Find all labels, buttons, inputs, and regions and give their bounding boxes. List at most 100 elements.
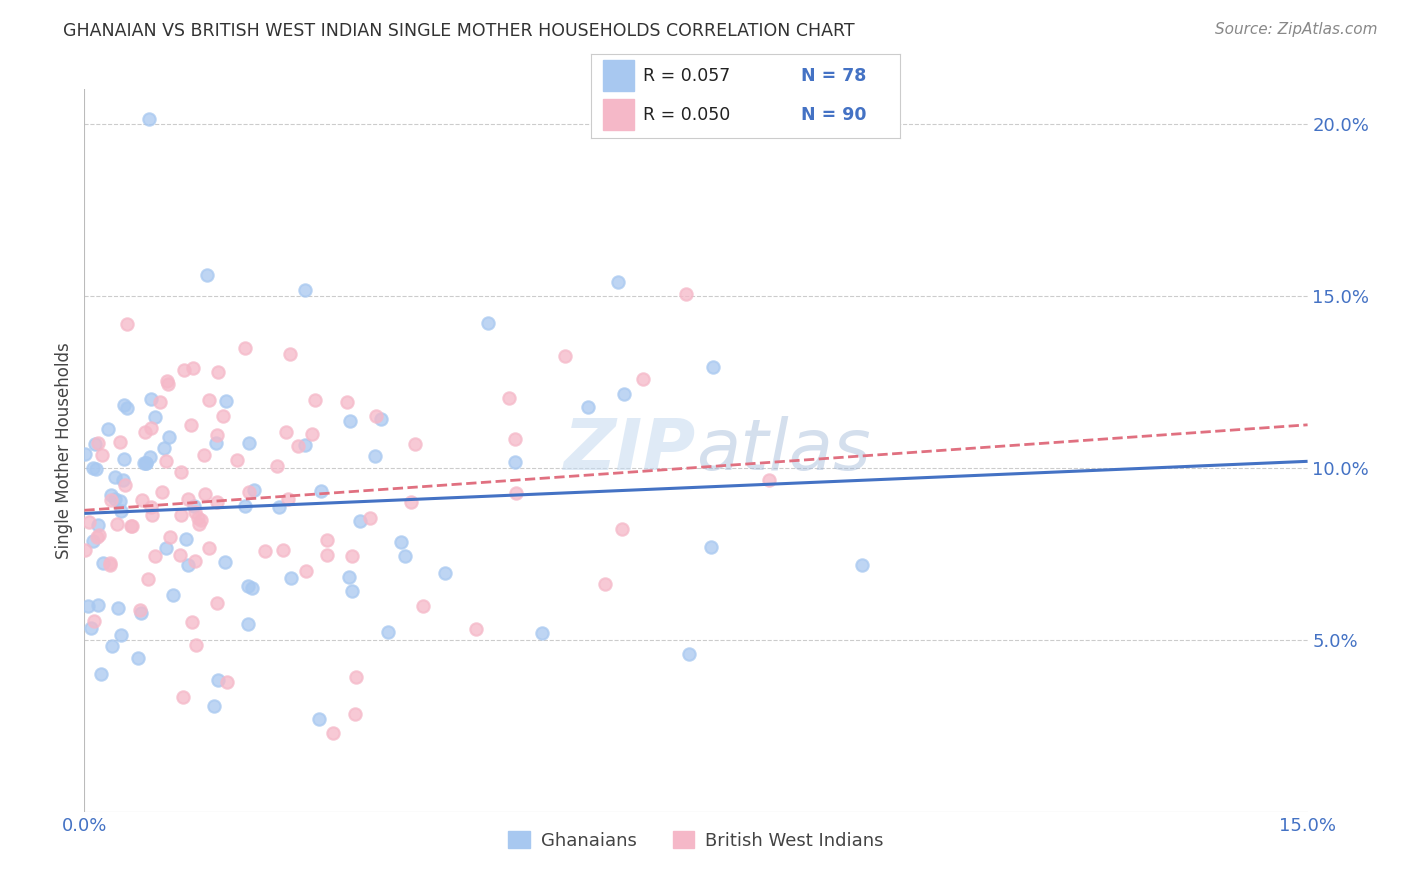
Point — [215, 674, 238, 689]
Point — [612, 522, 634, 536]
Point — [359, 510, 381, 524]
Point — [366, 409, 388, 423]
Point — [304, 392, 326, 407]
Point — [294, 438, 316, 452]
Point — [138, 112, 160, 126]
Point — [75, 447, 97, 461]
Point — [212, 409, 235, 423]
Point — [308, 712, 330, 726]
Point — [343, 706, 366, 721]
Point — [159, 530, 181, 544]
Point — [174, 532, 197, 546]
Point — [139, 500, 162, 515]
Point — [186, 511, 208, 525]
Point — [243, 483, 266, 497]
Point — [139, 421, 162, 435]
Point — [344, 670, 367, 684]
Point — [90, 448, 112, 462]
Point — [399, 495, 422, 509]
Point — [117, 317, 139, 331]
Point — [434, 566, 457, 581]
Point — [700, 540, 723, 554]
Point — [197, 392, 219, 407]
Point — [91, 557, 114, 571]
Point — [364, 450, 387, 464]
Point — [177, 558, 200, 572]
Point — [207, 428, 229, 442]
Point — [143, 549, 166, 563]
Point — [271, 542, 294, 557]
Point — [82, 461, 104, 475]
Point — [236, 579, 259, 593]
Text: N = 90: N = 90 — [801, 105, 866, 123]
Point — [287, 439, 309, 453]
Point — [108, 435, 131, 450]
Point — [87, 436, 110, 450]
Point — [758, 473, 780, 487]
Point — [370, 412, 392, 426]
Point — [169, 549, 191, 563]
Point — [851, 558, 873, 572]
Point — [184, 638, 207, 652]
Point — [181, 361, 204, 376]
Point — [377, 624, 399, 639]
Point — [465, 622, 488, 636]
Point — [207, 673, 229, 687]
Point — [183, 554, 205, 568]
Point — [149, 394, 172, 409]
Point — [337, 570, 360, 584]
Point — [236, 616, 259, 631]
Point — [100, 639, 122, 653]
Point — [169, 465, 191, 479]
Point — [235, 342, 257, 356]
Point — [100, 488, 122, 502]
Point — [97, 422, 120, 436]
Point — [110, 627, 132, 641]
Point — [225, 453, 247, 467]
Point — [675, 287, 697, 301]
Point — [389, 535, 412, 549]
Point — [169, 508, 191, 522]
Point — [503, 455, 526, 469]
Text: N = 78: N = 78 — [801, 67, 866, 85]
Point — [73, 543, 96, 558]
Point — [138, 450, 160, 464]
Text: GHANAIAN VS BRITISH WEST INDIAN SINGLE MOTHER HOUSEHOLDS CORRELATION CHART: GHANAIAN VS BRITISH WEST INDIAN SINGLE M… — [63, 22, 855, 40]
Bar — [603, 61, 634, 91]
Point — [115, 401, 138, 415]
Y-axis label: Single Mother Households: Single Mother Households — [55, 343, 73, 558]
Point — [593, 577, 616, 591]
Point — [134, 425, 156, 439]
Point — [82, 533, 104, 548]
Point — [86, 462, 108, 476]
Point — [193, 448, 215, 462]
Point — [702, 359, 724, 374]
Point — [141, 392, 163, 406]
Point — [190, 513, 212, 527]
Point — [104, 492, 127, 507]
Point — [86, 530, 108, 544]
Point — [131, 493, 153, 508]
Point — [205, 596, 228, 610]
Point — [152, 442, 174, 456]
Point — [554, 349, 576, 363]
Text: Source: ZipAtlas.com: Source: ZipAtlas.com — [1215, 22, 1378, 37]
Point — [412, 599, 434, 614]
Point — [121, 519, 143, 533]
Text: R = 0.057: R = 0.057 — [643, 67, 730, 85]
Point — [87, 518, 110, 533]
Point — [112, 452, 135, 467]
Point — [295, 565, 318, 579]
Point — [195, 268, 218, 283]
Point — [157, 430, 180, 444]
Point — [253, 544, 276, 558]
Point — [156, 376, 179, 391]
Point — [77, 599, 100, 614]
Point — [129, 603, 152, 617]
Point — [120, 518, 142, 533]
Point — [138, 572, 160, 586]
Point — [215, 394, 238, 409]
Point — [152, 484, 174, 499]
Text: ZIP: ZIP — [564, 416, 696, 485]
Point — [90, 666, 112, 681]
